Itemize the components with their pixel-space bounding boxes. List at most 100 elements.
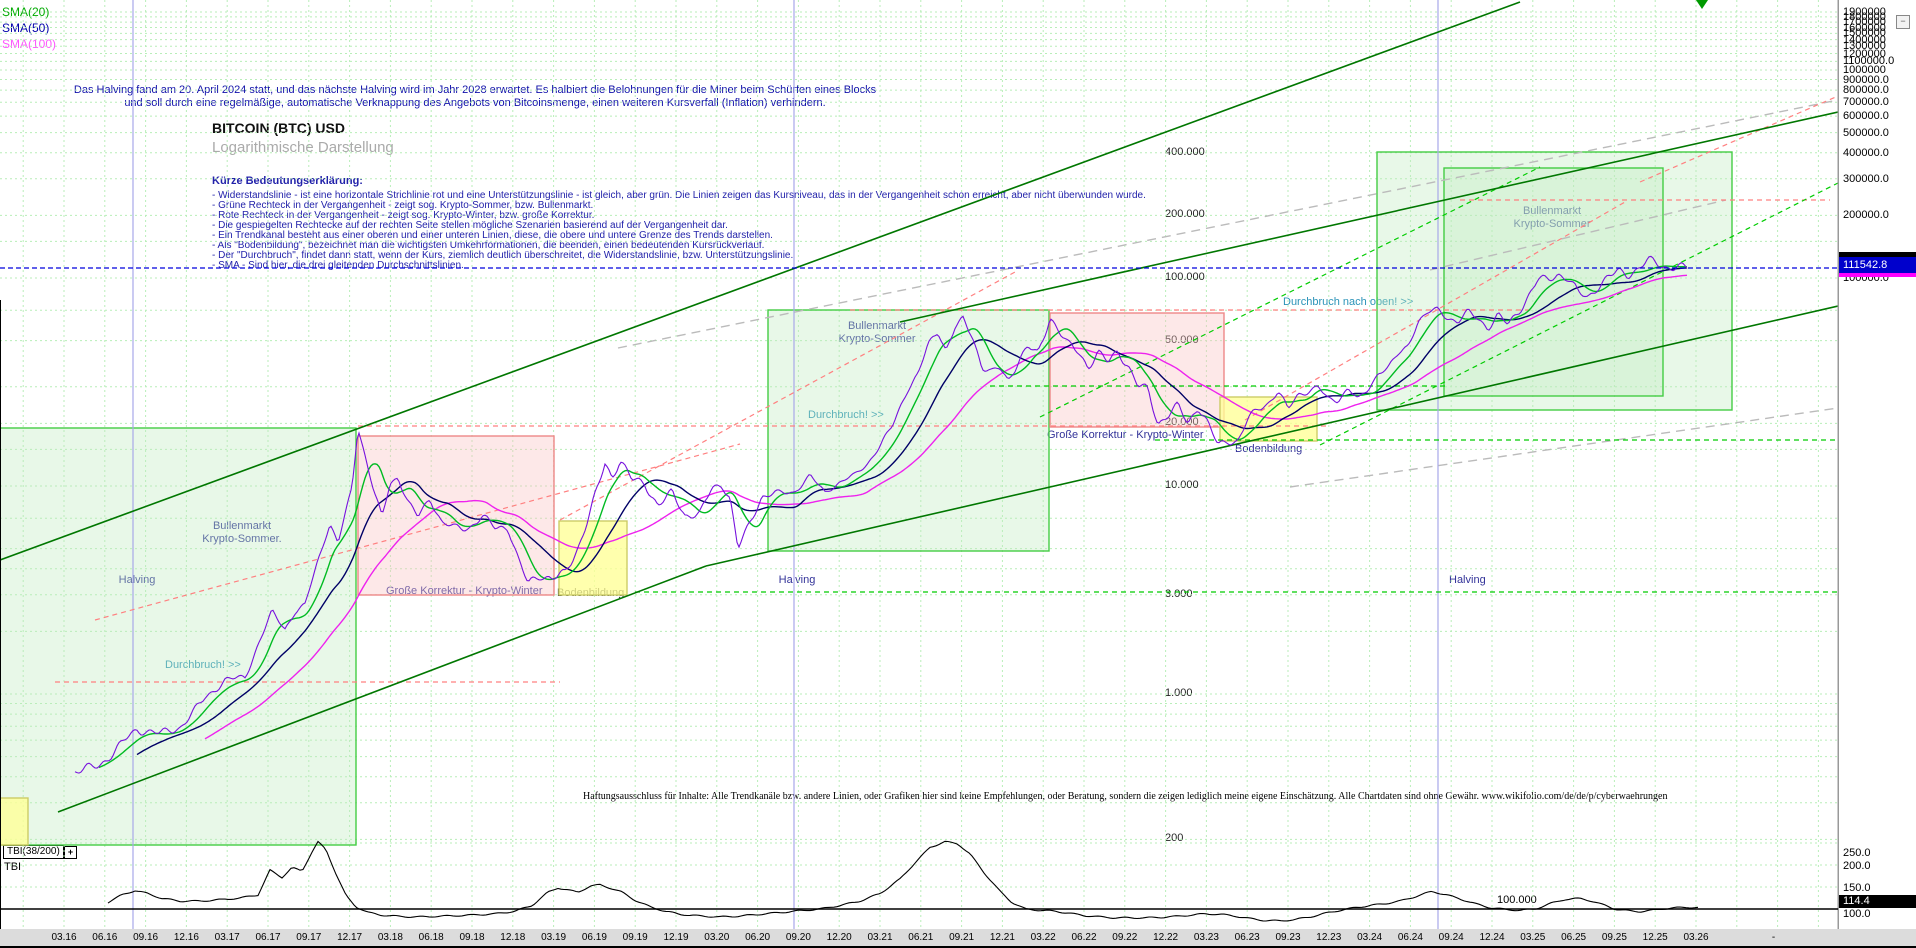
annotation-halving-3: Halving: [1449, 574, 1486, 586]
price-axis-tick-label: 1500000: [1843, 27, 1886, 40]
annotation-bullenmarkt-2: Bullenmarkt Krypto-Sommer: [838, 320, 915, 346]
tbi-axis-tick-label: 100.0: [1843, 908, 1871, 920]
explanation-line: - Widerstandslinie - ist eine horizontal…: [212, 190, 1146, 201]
trend-channel-line: [0, 1, 1521, 561]
explanation-line: - SMA - Sind hier, die drei gleitenden D…: [212, 260, 464, 271]
time-axis-tick-label: 06.24: [1397, 932, 1423, 943]
time-axis-tick-label: 09.17: [296, 932, 322, 943]
time-axis-tick-label: 03.18: [377, 932, 403, 943]
time-axis-tick-label: 09.24: [1438, 932, 1464, 943]
annotation-durchbruch-2: Durchbruch! >>: [808, 409, 884, 422]
time-axis-tick-label: 06.18: [418, 932, 444, 943]
yellow-zone-rect: [558, 520, 628, 596]
price-axis-tick-label: 1400000: [1843, 33, 1886, 46]
explanation-line: - Rote Rechteck in der Vergangenheit - z…: [212, 210, 595, 221]
current-price-badge: 111542.8: [1839, 257, 1916, 273]
annotation-halving-2: Halving: [778, 574, 816, 586]
annotation-halving-1: Halving: [119, 574, 156, 587]
price-level-label: 200: [1165, 832, 1184, 845]
price-level-label: 100.000: [1165, 271, 1205, 283]
trend-channel-line: [899, 111, 1838, 323]
time-axis-tick-label: 03.16: [51, 932, 77, 943]
marker-arrow-icon: [1696, 0, 1708, 9]
price-level-label: 1.000: [1165, 687, 1193, 699]
time-axis-tick-label: 03.23: [1193, 932, 1219, 943]
time-axis-tick-label: 09.19: [622, 932, 648, 943]
time-axis-tick-label: 09.20: [785, 932, 811, 943]
price-axis-tick-label: 700000.0: [1843, 96, 1889, 109]
price-axis-tick-label: 400000.0: [1843, 146, 1889, 159]
time-axis-tick-label: 09.18: [459, 932, 485, 943]
annotation-korrektur-1: Große Korrektur - Krypto-Winter: [386, 585, 542, 598]
time-axis-tick-label: 03.22: [1030, 932, 1056, 943]
tbi-current-value-badge: 114.4: [1839, 895, 1916, 908]
sma100-line: [204, 274, 1688, 740]
price-level-label: 200.000: [1165, 208, 1205, 221]
time-axis-tick-label: 06.17: [255, 932, 281, 943]
green-zone-rect: [1376, 151, 1733, 411]
price-axis-tick-label: 1000000: [1843, 64, 1886, 76]
chart-title: BITCOIN (BTC) USD: [212, 120, 345, 136]
tbi-line: [107, 840, 1699, 922]
price-axis-tick-label: 1100000.0: [1843, 55, 1895, 68]
green-zone-rect: [0, 427, 357, 846]
price-axis-panel: 1900000 1800000 1700000 1600000 1500000 14000…: [1838, 0, 1916, 929]
time-axis-tick-label: 06.25: [1561, 932, 1587, 943]
time-axis-tick-label: 09.16: [133, 932, 159, 943]
time-axis-tick-label: 03.26: [1683, 932, 1709, 943]
support-dash: [1039, 166, 1541, 418]
time-axis-tick-label: 09.25: [1601, 932, 1627, 943]
time-axis-tick-label: 12.17: [337, 932, 363, 943]
time-axis-tick-label: 12.16: [173, 932, 199, 943]
resistance-dash: [94, 443, 741, 621]
gray-trend-dash: [1429, 199, 1727, 271]
time-axis-tick-label: 12.22: [1153, 932, 1179, 943]
tbi-100-line-label: 100.000: [1497, 894, 1537, 906]
price-axis-tick-label: 600000.0: [1843, 110, 1889, 123]
chart-subtitle: Logarithmische Darstellung: [212, 139, 394, 156]
time-axis-tick-label: 03.20: [704, 932, 730, 943]
resistance-dash: [1244, 201, 1626, 421]
tbi-add-button[interactable]: +: [64, 846, 77, 859]
time-axis-tick-label: 12.24: [1479, 932, 1505, 943]
time-axis-tick-label: 03.24: [1357, 932, 1383, 943]
tbi-axis-tick-label: 250.0: [1843, 847, 1871, 859]
time-axis-tick-label: 03.19: [541, 932, 567, 943]
price-axis-tick-label: 500000.0: [1843, 126, 1889, 139]
gray-trend-dash: [1289, 407, 1838, 488]
time-axis-tick-label: 03.21: [867, 932, 893, 943]
price-axis-tick-label: 1600000: [1843, 21, 1886, 34]
time-axis-strip[interactable]: 03.16 06.16 09.16 12.16 03.17 06.17 09.17 12.17…: [0, 929, 1916, 948]
time-axis-tick-label: 12.23: [1316, 932, 1342, 943]
red-zone-rect: [1049, 312, 1225, 428]
explanation-title: Kürze Bedeutungserklärung:: [212, 175, 363, 187]
time-axis-tick-label: 06.19: [581, 932, 607, 943]
time-axis-tick-label: 12.18: [500, 932, 526, 943]
explanation-line: - Grüne Rechteck in der Vergangenheit - …: [212, 200, 594, 211]
btc-price-line: [74, 255, 1688, 774]
annotation-korrektur-2: Große Korrektur - Krypto-Winter: [1047, 429, 1204, 441]
price-level-label: 50.000: [1165, 334, 1199, 346]
time-axis-trailing-tick: -: [1771, 932, 1776, 943]
tbi-label: TBI: [4, 861, 22, 873]
time-axis-tick-label: 06.22: [1071, 932, 1097, 943]
explanation-line: - Ein Trendkanal besteht aus einer obere…: [212, 230, 773, 241]
red-zone-rect: [357, 435, 555, 596]
time-axis-tick-label: 09.22: [1112, 932, 1138, 943]
halving-note-line2: und soll durch eine regelmäßige, automat…: [124, 97, 826, 109]
time-axis-tick-label: 06.20: [745, 932, 771, 943]
time-axis-tick-label: 03.25: [1520, 932, 1546, 943]
time-axis-tick-label: 06.21: [908, 932, 934, 943]
time-axis-tick-label: 09.21: [949, 932, 975, 943]
collapse-icon[interactable]: −: [1896, 15, 1910, 29]
tbi-axis-tick-label: 200.0: [1843, 860, 1871, 872]
explanation-line: - Als "Bodenbildung", bezeichnet man die…: [212, 240, 765, 251]
sma20-line: [98, 265, 1687, 769]
gray-trend-dash: [617, 99, 1838, 349]
price-axis-tick-label: 800000.0: [1843, 84, 1889, 97]
price-axis-tick-label: 300000.0: [1843, 172, 1889, 185]
main-chart-canvas[interactable]: [0, 0, 1838, 948]
price-axis-tick-label: 1700000: [1843, 16, 1886, 29]
price-level-label: 3.000: [1165, 587, 1193, 600]
